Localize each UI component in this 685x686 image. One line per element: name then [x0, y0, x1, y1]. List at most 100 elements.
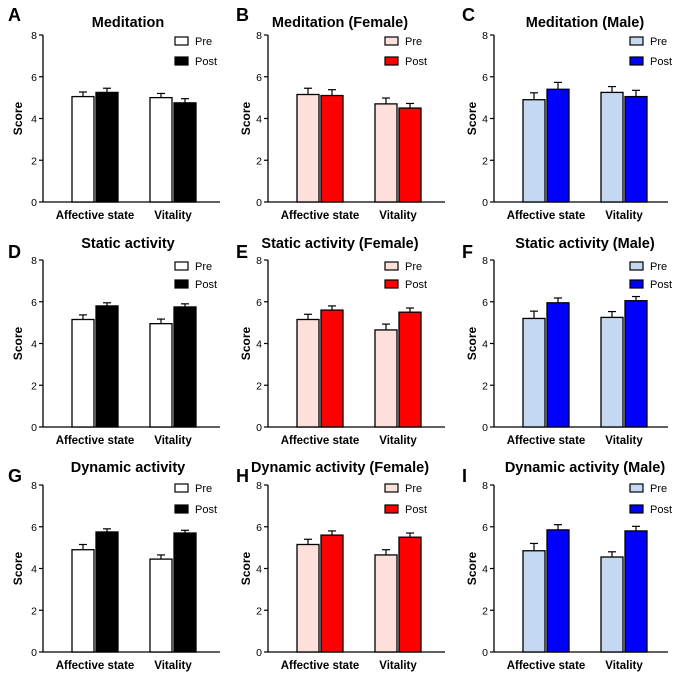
legend-swatch [174, 36, 189, 46]
panel-title: Meditation [92, 15, 165, 31]
y-tick-label: 4 [482, 339, 488, 351]
legend-label: Pre [650, 36, 667, 48]
bar-post [546, 529, 570, 653]
legend-label: Post [650, 56, 672, 68]
legend-swatch [629, 261, 644, 271]
y-axis-label: Score [465, 102, 479, 136]
bar-post [398, 107, 422, 203]
y-axis-label: Score [11, 552, 25, 586]
y-tick-label: 8 [256, 30, 262, 42]
bar-pre [71, 318, 95, 428]
panel-a: A Meditation 0 2 4 6 8 Score Affective state Vita… [8, 5, 220, 222]
y-tick-label: 6 [256, 297, 262, 309]
panel-i: I Dynamic activity (Male) 0 2 4 6 8 Score Affect… [462, 460, 672, 672]
y-axis-label: Score [239, 552, 253, 586]
y-tick-label: 2 [31, 155, 37, 167]
y-tick-label: 4 [31, 114, 37, 126]
y-tick-label: 6 [31, 72, 37, 84]
y-tick-label: 8 [31, 255, 37, 267]
y-tick-label: 0 [31, 422, 37, 434]
bar-pre [374, 329, 398, 428]
panel-g: G Dynamic activity 0 2 4 6 8 Score Affective sta… [8, 460, 220, 672]
y-tick-label: 8 [256, 255, 262, 267]
bar-post [546, 302, 570, 428]
legend-label: Post [195, 279, 217, 291]
bar-post [95, 531, 119, 653]
y-tick-label: 2 [256, 155, 262, 167]
x-category-label: Vitality [605, 660, 643, 672]
x-category-label: Vitality [605, 435, 643, 447]
panel-title: Static activity [81, 236, 175, 252]
legend-swatch [629, 36, 644, 46]
bar-pre [296, 543, 320, 653]
panel-letter: B [236, 5, 249, 25]
bar-post [624, 300, 648, 428]
y-tick-label: 4 [256, 114, 262, 126]
x-category-label: Vitality [605, 210, 643, 222]
bar-pre [600, 91, 624, 203]
legend-swatch [384, 279, 399, 289]
panel-f: F Static activity (Male) 0 2 4 6 8 Score Affecti… [462, 236, 672, 447]
bar-pre [522, 99, 546, 203]
legend-label: Pre [405, 483, 422, 495]
legend-swatch [174, 56, 189, 66]
panel-title: Static activity (Female) [261, 236, 418, 252]
bar-pre [374, 103, 398, 203]
bar-post [398, 536, 422, 653]
bar-pre [374, 554, 398, 653]
bar-post [173, 306, 197, 428]
panel-letter: C [462, 5, 475, 25]
bar-pre [149, 323, 173, 428]
legend-label: Post [650, 504, 672, 516]
bar-post [320, 94, 344, 203]
legend-swatch [174, 483, 189, 493]
panel-title: Meditation (Female) [272, 15, 408, 31]
y-axis-label: Score [11, 327, 25, 361]
bar-post [624, 95, 648, 203]
panel-c: C Meditation (Male) 0 2 4 6 8 Score Affective st… [462, 5, 672, 222]
bar-pre [149, 96, 173, 203]
x-category-label: Vitality [379, 660, 417, 672]
legend-label: Post [650, 279, 672, 291]
x-category-label: Affective state [281, 660, 360, 672]
y-tick-label: 8 [31, 480, 37, 492]
y-tick-label: 8 [482, 30, 488, 42]
bar-pre [600, 316, 624, 428]
legend-label: Pre [405, 261, 422, 273]
panel-title: Dynamic activity (Male) [505, 460, 666, 476]
y-tick-label: 6 [256, 522, 262, 534]
bar-pre [296, 93, 320, 203]
panel-b: B Meditation (Female) 0 2 4 6 8 Score Affective … [236, 5, 445, 222]
y-tick-label: 0 [31, 647, 37, 659]
x-category-label: Affective state [281, 210, 360, 222]
panel-letter: A [8, 5, 21, 25]
y-tick-label: 6 [482, 297, 488, 309]
y-tick-label: 8 [31, 30, 37, 42]
panel-title: Meditation (Male) [526, 15, 645, 31]
bar-post [173, 102, 197, 203]
legend-label: Pre [195, 483, 212, 495]
legend-label: Post [195, 56, 217, 68]
y-tick-label: 6 [31, 522, 37, 534]
legend-label: Pre [405, 36, 422, 48]
legend-swatch [629, 279, 644, 289]
legend-swatch [384, 261, 399, 271]
y-tick-label: 0 [256, 422, 262, 434]
bar-pre [522, 317, 546, 428]
legend-label: Post [405, 56, 427, 68]
legend-swatch [174, 279, 189, 289]
y-tick-label: 4 [256, 339, 262, 351]
bar-pre [522, 550, 546, 653]
y-tick-label: 6 [256, 72, 262, 84]
panel-e: E Static activity (Female) 0 2 4 6 8 Score Affec… [236, 236, 445, 447]
x-category-label: Vitality [379, 435, 417, 447]
y-tick-label: 6 [482, 72, 488, 84]
legend-swatch [629, 504, 644, 514]
legend-label: Post [405, 279, 427, 291]
y-axis-label: Score [239, 102, 253, 136]
y-tick-label: 2 [31, 605, 37, 617]
legend-swatch [174, 504, 189, 514]
x-category-label: Affective state [56, 435, 135, 447]
bar-pre [71, 549, 95, 653]
panel-letter: I [462, 466, 467, 486]
